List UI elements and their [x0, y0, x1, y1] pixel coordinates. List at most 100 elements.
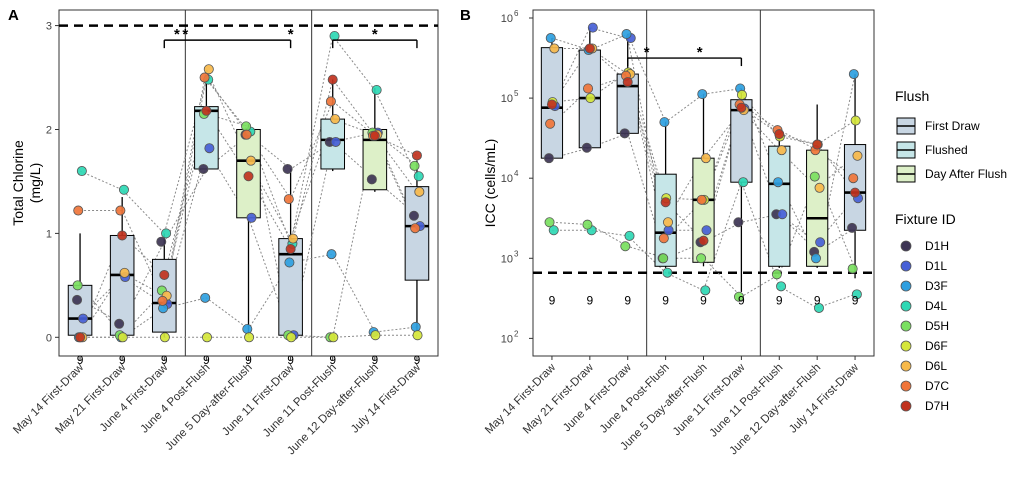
legend-fixture-title: Fixture ID	[895, 211, 956, 227]
significance-star: *	[288, 26, 294, 43]
significance-star: *	[697, 44, 703, 61]
point-D7H	[584, 43, 595, 54]
point-D6F	[850, 115, 861, 126]
point-D3F	[326, 249, 337, 260]
n-label: 9	[738, 294, 745, 308]
point-D1H	[282, 163, 293, 174]
point-D6L	[852, 150, 863, 161]
fixture-line-D4L	[551, 180, 856, 309]
point-D6F	[159, 332, 170, 343]
point-D4L	[738, 177, 749, 188]
point-D7H	[774, 129, 785, 140]
fixture-line-D1H	[79, 134, 418, 325]
n-label: 9	[287, 353, 294, 367]
legend-fixture-dot	[900, 400, 912, 412]
fixture-line-D3F	[551, 33, 856, 260]
n-label: 9	[414, 353, 421, 367]
y-tick-label: 10	[501, 253, 513, 265]
point-D1H	[408, 210, 419, 221]
point-D7H	[369, 130, 380, 141]
point-D5H	[582, 219, 593, 230]
point-D7H	[75, 332, 86, 343]
point-D7H	[285, 243, 296, 254]
point-D7H	[660, 197, 671, 208]
legend-flush-label: Day After Flush	[925, 167, 1007, 181]
box-1	[109, 197, 135, 338]
point-D1H	[114, 318, 125, 329]
point-D1H	[366, 174, 377, 185]
y-tick-label: 3	[46, 21, 52, 33]
point-D7C	[658, 233, 669, 244]
box-6	[768, 130, 791, 268]
n-label: 9	[776, 294, 783, 308]
x-tick-label: July 14 First-Draw	[787, 361, 861, 435]
box-body	[67, 284, 93, 336]
point-D1H	[198, 163, 209, 174]
legend-flush-title: Flush	[895, 88, 929, 104]
point-D6F	[328, 332, 339, 343]
point-D7H	[327, 74, 338, 85]
point-D6F	[736, 89, 747, 100]
n-label: 9	[371, 353, 378, 367]
point-D3F	[545, 33, 556, 44]
x-tick-label: May 14 First-Draw	[483, 361, 558, 436]
point-D1L	[204, 143, 215, 154]
legend-fixture-label: D1L	[925, 259, 947, 273]
legend-fixture-label: D3F	[925, 279, 948, 293]
legend-fixture-label: D6F	[925, 339, 948, 353]
point-D5H	[847, 263, 858, 274]
point-D1L	[246, 212, 257, 223]
point-D7C	[73, 205, 84, 216]
fixture-line-D1H	[551, 132, 856, 259]
point-D1L	[587, 22, 598, 33]
n-label: 9	[119, 353, 126, 367]
fixture-line-D6L	[551, 47, 856, 224]
point-D4L	[118, 184, 129, 195]
point-D7H	[698, 235, 709, 246]
box-body	[404, 186, 430, 281]
x-tick-label: May 21 First-Draw	[53, 361, 128, 436]
x-tick-label: May 21 First-Draw	[521, 361, 596, 436]
point-D7H	[736, 102, 747, 113]
box-body	[692, 157, 715, 263]
point-D6F	[412, 330, 423, 341]
point-D7C	[241, 129, 252, 140]
point-D5H	[72, 280, 83, 291]
point-D5H	[620, 241, 631, 252]
point-D7C	[199, 72, 210, 83]
point-D6F	[244, 332, 255, 343]
point-D4L	[548, 225, 559, 236]
point-D6F	[370, 330, 381, 341]
point-D1H	[847, 222, 858, 233]
point-D1H	[581, 142, 592, 153]
point-D3F	[659, 117, 670, 128]
point-D7C	[325, 96, 336, 107]
box-5	[730, 88, 753, 292]
point-D5H	[544, 217, 555, 228]
point-D4L	[700, 285, 711, 296]
point-D6L	[330, 114, 341, 125]
point-D7H	[201, 105, 212, 116]
y-tick-exponent: 3	[514, 249, 519, 258]
point-D6L	[776, 145, 787, 156]
legend-flush-label: Flushed	[925, 143, 968, 157]
n-label: 9	[624, 294, 631, 308]
legend-flush-label: First Draw	[925, 119, 980, 133]
point-D7C	[583, 83, 594, 94]
y-tick-label: 10	[501, 93, 513, 105]
legend-fixture-dot	[900, 300, 912, 312]
point-D3F	[200, 292, 211, 303]
point-D7H	[159, 269, 170, 280]
point-D6L	[119, 267, 130, 278]
n-label: 9	[549, 294, 556, 308]
n-label: 9	[245, 353, 252, 367]
point-D4L	[371, 85, 382, 96]
point-D1L	[777, 209, 788, 220]
fixture-line-D6L	[79, 67, 418, 338]
box-body	[768, 145, 791, 267]
point-D7C	[283, 194, 294, 205]
x-tick-label: June 5 Day-after-Flush	[163, 362, 254, 453]
